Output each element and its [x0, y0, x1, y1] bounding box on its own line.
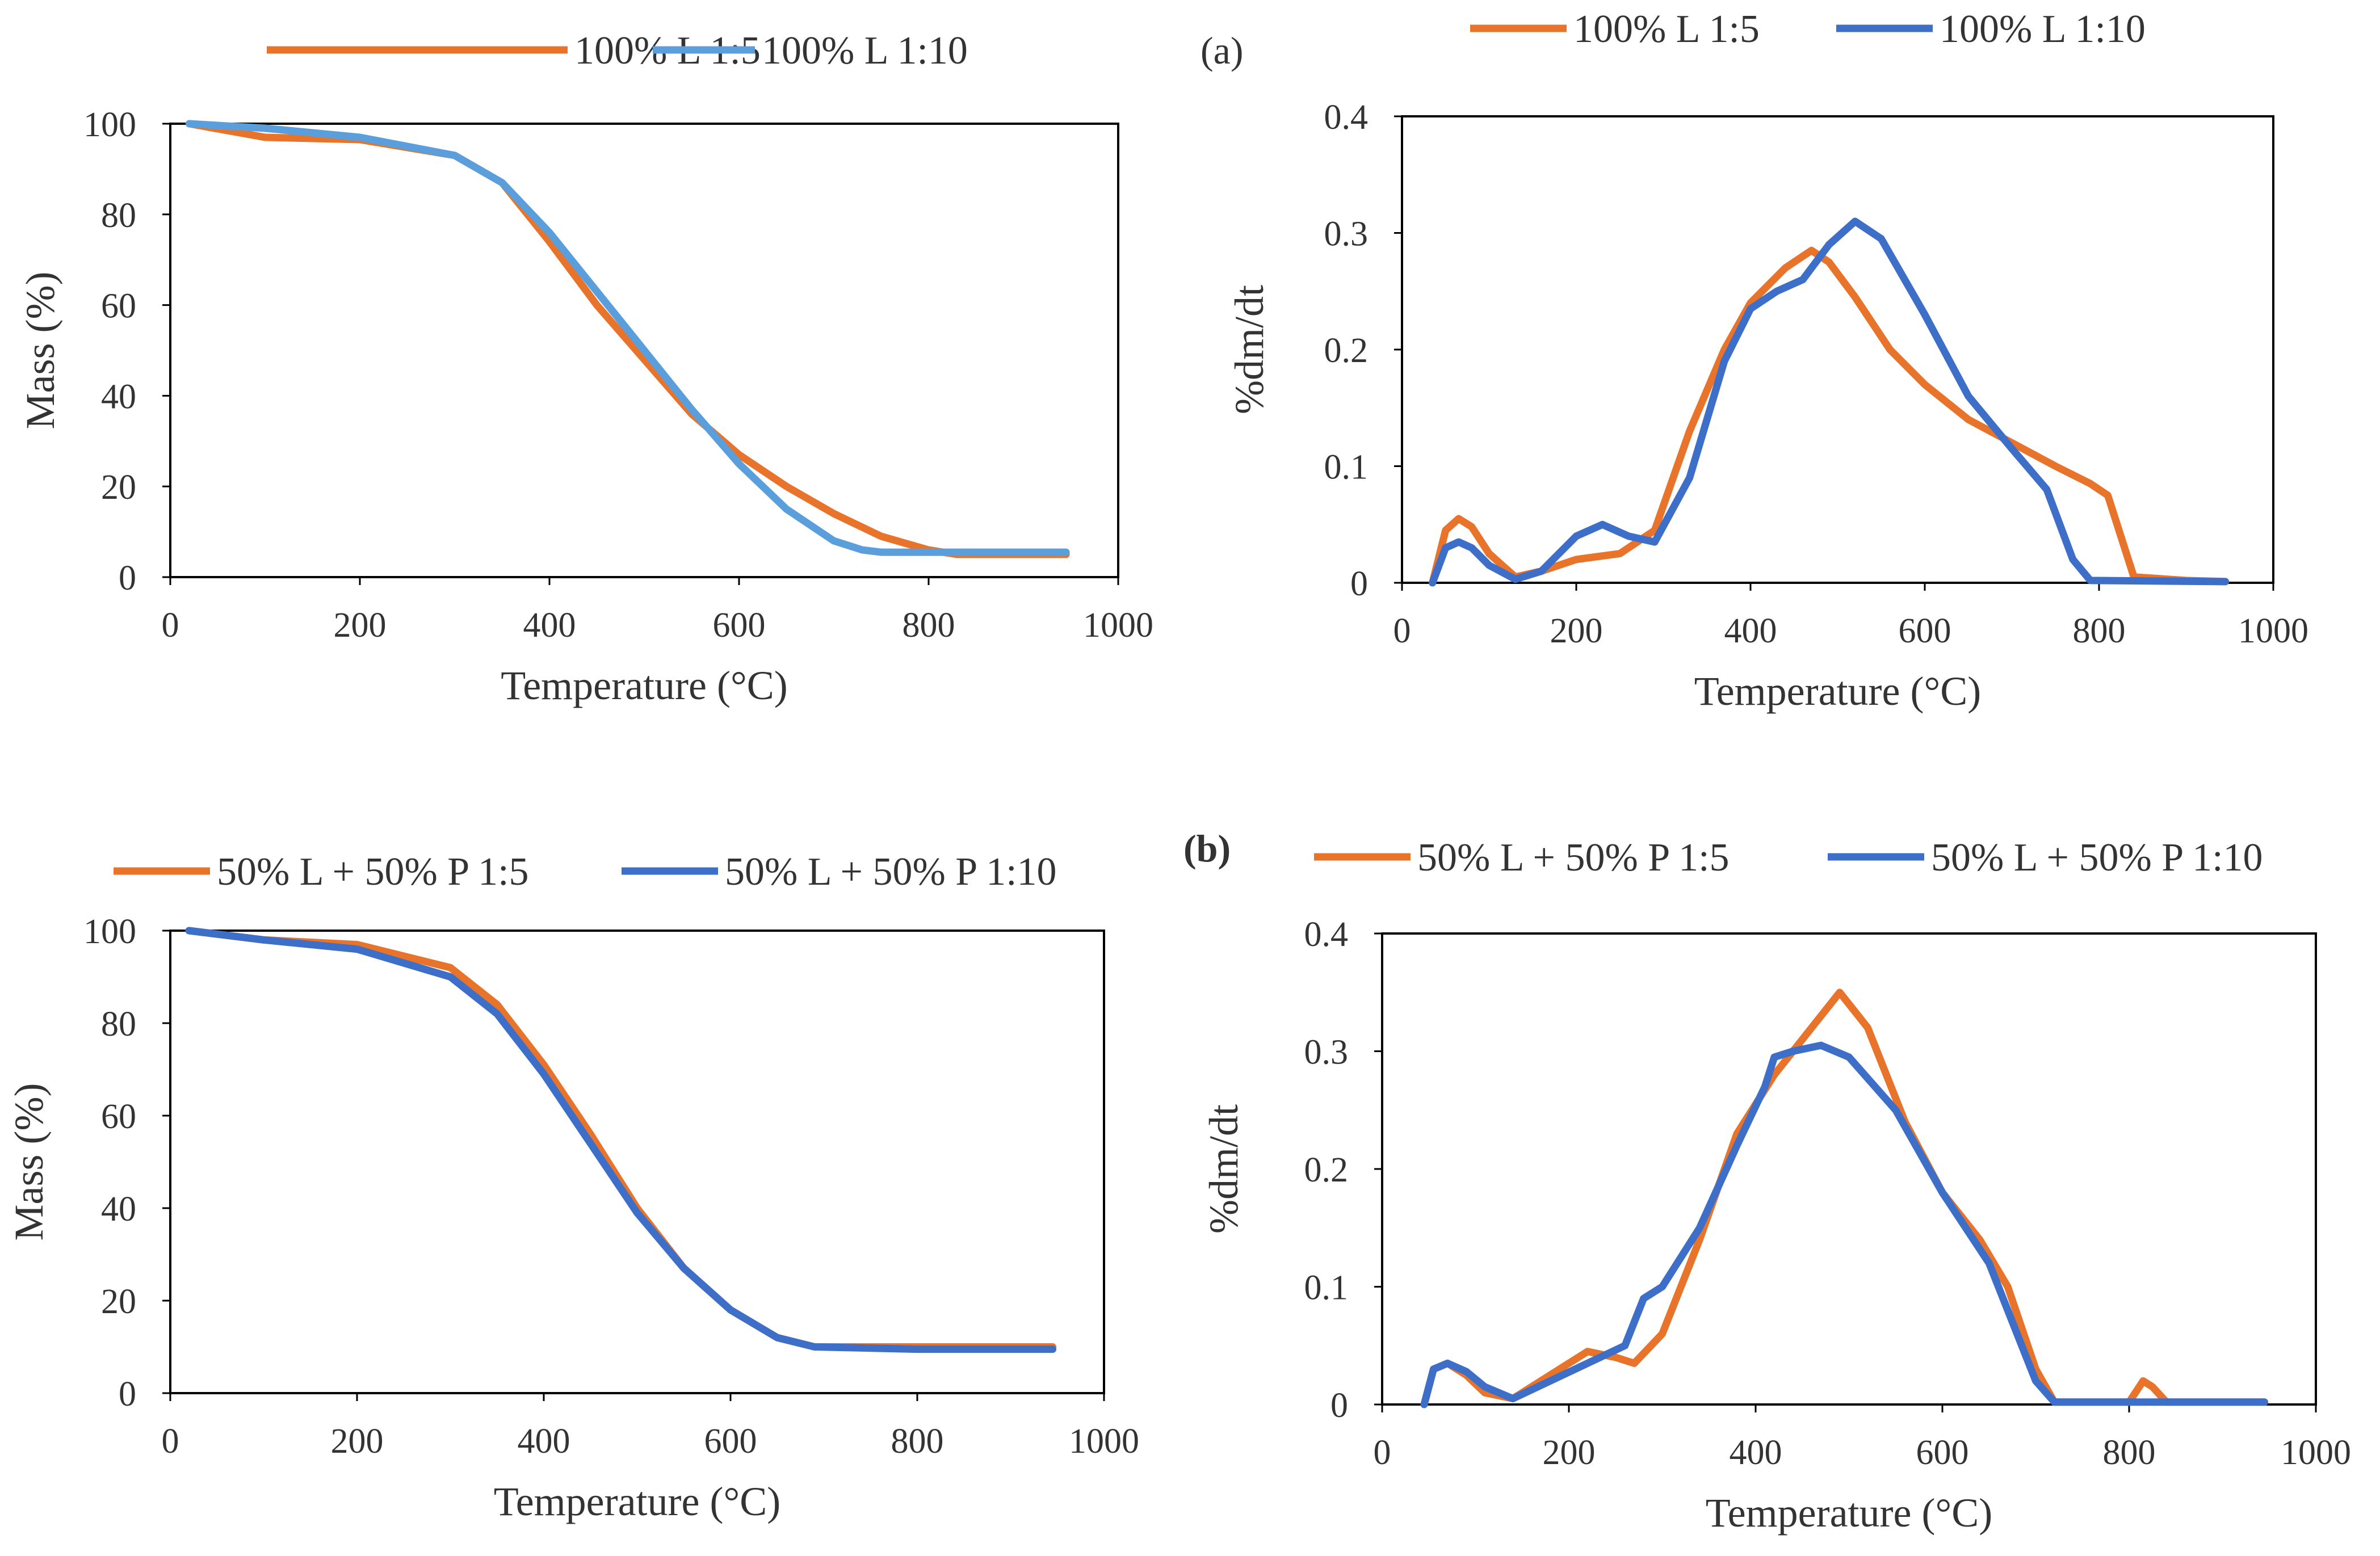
- chart-tg-a: 0 200 400 600 800 1000 0 20 40 60 80 100 Temperature…: [18, 29, 1153, 708]
- y-tick-label: 0.1: [1324, 448, 1369, 487]
- y-tick-label: 40: [101, 1190, 136, 1229]
- y-tick-label: 0.2: [1324, 331, 1369, 370]
- legend-label-2: 50% L + 50% P 1:10: [1931, 836, 2263, 880]
- y-tick-label: 0: [119, 559, 136, 598]
- y-tick-label: 0: [119, 1375, 136, 1414]
- x-tick-label: 400: [1724, 612, 1777, 650]
- x-tick-label: 600: [1916, 1433, 1969, 1472]
- x-axis-label: Temperature (°C): [494, 1479, 781, 1524]
- x-tick-label: 800: [2103, 1433, 2156, 1472]
- x-tick-label: 200: [334, 606, 387, 645]
- plot-frame: [169, 930, 1105, 1394]
- chart-dtg-b: 0 200 400 600 800 1000 0 0.1 0.2 0.3 0.4 Temperatur…: [1201, 836, 2351, 1536]
- x-tick-label: 0: [162, 1422, 179, 1461]
- chart-dtg-a: 0 200 400 600 800 1000 0 0.1 0.2 0.3 0.4 Temperatur…: [1227, 7, 2308, 714]
- x-tick-label: 0: [1374, 1433, 1391, 1472]
- x-tick-label: 400: [518, 1422, 570, 1461]
- x-axis-label: Temperature (°C): [1706, 1490, 1993, 1536]
- plot-frame: [1401, 115, 2274, 584]
- y-tick-label: 100: [83, 912, 136, 951]
- x-tick-label: 0: [162, 606, 179, 645]
- series-line-1: [185, 927, 1056, 1351]
- legend-label-1: 100% L 1:5: [1573, 7, 1760, 51]
- x-tick-label: 600: [704, 1422, 757, 1461]
- y-tick-label: 80: [101, 196, 136, 235]
- x-axis-label: Temperature (°C): [1694, 668, 1982, 714]
- series-line-1: [185, 120, 1070, 558]
- x-tick-label: 800: [2073, 612, 2126, 650]
- x-tick-label: 0: [1393, 612, 1411, 650]
- series-line-2: [185, 120, 1070, 556]
- y-tick-label: 0.4: [1324, 98, 1369, 137]
- x-tick-label: 200: [1550, 612, 1603, 650]
- panel-b-label-group: (b): [1183, 827, 1231, 870]
- x-tick-label: 600: [1899, 612, 1951, 650]
- x-tick-label: 200: [331, 1422, 384, 1461]
- x-tick-label: 800: [903, 606, 955, 645]
- y-tick-label: 0: [1330, 1386, 1348, 1425]
- series-line-2: [185, 927, 1056, 1353]
- y-tick-label: 60: [101, 1097, 136, 1136]
- chart-tg-b: 0 200 400 600 800 1000 0 20 40 60 80 100 Temperature…: [6, 850, 1139, 1524]
- panel-a-label-group: (a): [1201, 29, 1243, 72]
- y-tick-label: 40: [101, 377, 136, 416]
- y-axis-label: Mass (%): [18, 272, 63, 430]
- x-tick-label: 1000: [2281, 1433, 2351, 1472]
- x-tick-label: 400: [523, 606, 576, 645]
- plot-frame: [169, 123, 1119, 578]
- x-axis-label: Temperature (°C): [501, 663, 788, 708]
- legend-label-1: 50% L + 50% P 1:5: [1417, 836, 1730, 880]
- y-tick-label: 100: [83, 106, 136, 144]
- x-tick-label: 1000: [1083, 606, 1153, 645]
- series-line-1: [1429, 246, 2230, 587]
- x-tick-label: 800: [891, 1422, 944, 1461]
- x-tick-label: 400: [1730, 1433, 1782, 1472]
- y-tick-label: 0.3: [1324, 215, 1369, 254]
- legend-label-1: 50% L + 50% P 1:5: [217, 850, 529, 894]
- y-tick-label: 20: [101, 1282, 136, 1321]
- y-tick-label: 20: [101, 468, 136, 507]
- series-line-2: [1429, 217, 2230, 587]
- y-tick-label: 0.2: [1304, 1151, 1349, 1189]
- x-tick-label: 600: [713, 606, 766, 645]
- panel-label-b: (b): [1183, 827, 1231, 870]
- y-tick-label: 0.1: [1304, 1269, 1349, 1307]
- y-tick-label: 0: [1350, 565, 1368, 603]
- legend-label-2: 100% L 1:10: [762, 29, 968, 73]
- legend-label-2: 100% L 1:10: [1940, 7, 2146, 51]
- panel-label-a: (a): [1201, 29, 1243, 72]
- series-line-2: [1420, 1041, 2268, 1408]
- x-tick-label: 1000: [2238, 612, 2308, 650]
- y-axis-label: %dm/dt: [1227, 285, 1272, 414]
- y-axis-label: %dm/dt: [1201, 1104, 1246, 1234]
- legend-label-2: 50% L + 50% P 1:10: [725, 850, 1057, 894]
- y-axis-label: Mass (%): [6, 1083, 52, 1241]
- y-tick-label: 0.4: [1304, 915, 1349, 954]
- x-tick-label: 1000: [1069, 1422, 1139, 1461]
- y-tick-label: 80: [101, 1005, 136, 1044]
- y-tick-label: 0.3: [1304, 1033, 1349, 1072]
- x-tick-label: 200: [1543, 1433, 1596, 1472]
- y-tick-label: 60: [101, 287, 136, 326]
